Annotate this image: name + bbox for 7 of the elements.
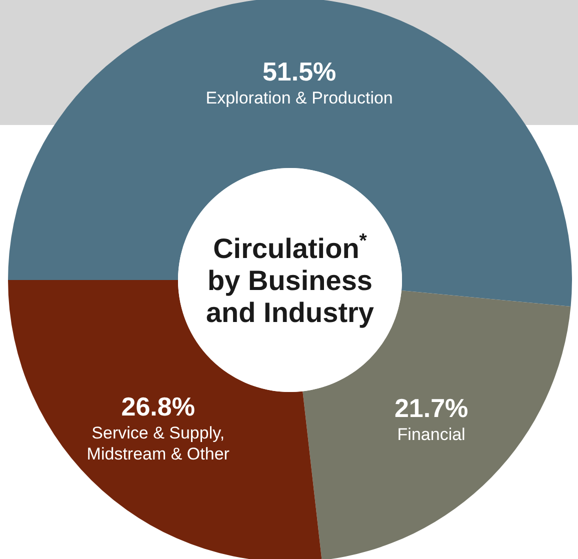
slice-label: Financial	[397, 425, 466, 444]
data-label: 51.5%	[262, 56, 336, 87]
text: Circulation$^{*}$ by Business and Industry	[206, 230, 374, 328]
data-label: 26.8%	[121, 392, 195, 422]
slice-label: Exploration & Production	[206, 88, 393, 108]
data-label: 21.7%	[394, 393, 468, 424]
slice-label: Service & Supply, Midstream & Other	[86, 424, 230, 464]
